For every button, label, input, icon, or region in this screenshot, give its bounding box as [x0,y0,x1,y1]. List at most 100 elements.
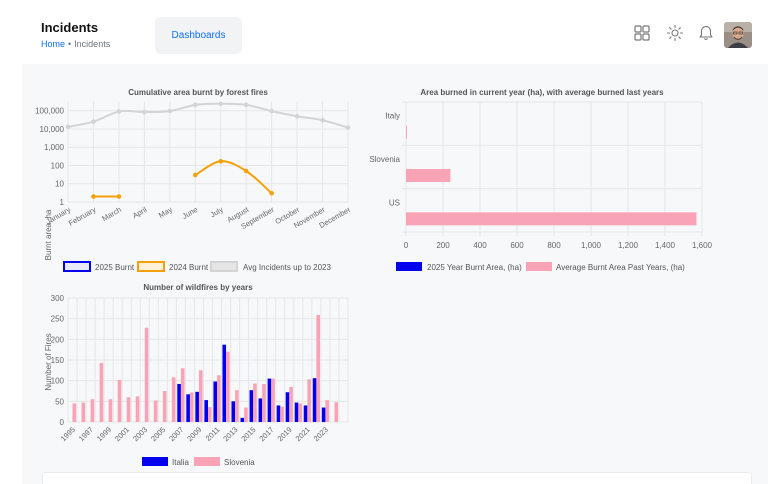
page-title: Incidents [41,20,99,35]
bar [189,392,194,422]
legend-label: Slovenia [224,458,255,467]
bar [99,362,104,422]
bar [180,368,185,422]
bar [162,391,167,422]
bar [171,377,176,422]
bar [222,344,227,422]
x-tick-label: 1,600 [692,241,713,250]
dashboards-button[interactable]: Dashboards [155,17,242,54]
data-point [142,109,147,115]
bar [262,383,266,422]
bar [253,383,257,422]
chart-title: Cumulative area burnt by forest fires [128,88,268,97]
x-tick-label: 600 [510,241,524,250]
legend-item-2025-year-burnt-area[interactable]: 2025 Year Burnt Area, (ha) [396,262,522,272]
y-axis-label: Number of Fires [44,333,53,390]
bar [312,378,317,422]
bar [249,390,254,422]
x-tick-label: 2013 [221,425,239,443]
y-tick-label: 50 [55,397,64,406]
series-line [194,160,273,195]
y-tick-label: 200 [51,335,65,344]
bar [108,399,113,422]
data-point [243,102,249,108]
data-point [218,101,224,107]
x-tick-label: 1,000 [581,241,602,250]
bar [235,390,239,422]
x-tick-label: February [67,205,98,228]
x-tick-label: 2015 [239,425,257,443]
legend-swatch [396,262,422,271]
bar [307,379,311,422]
user-avatar[interactable] [724,22,752,48]
data-point [91,119,96,125]
x-tick-label: 0 [404,241,409,250]
series-lines [65,101,351,199]
y-tick-label: Slovenia [369,155,400,164]
area-burned-current-year-chart: Area burned in current year (ha), with a… [369,88,712,250]
bar [90,399,95,422]
y-tick-label: 250 [51,315,65,324]
bar [81,402,86,422]
grid-icon[interactable] [633,24,651,42]
legend-label: Italia [172,458,189,467]
breadcrumb-current: Incidents [74,39,111,49]
sun-icon[interactable] [666,24,684,42]
bar [153,400,158,422]
bar [217,375,221,422]
legend-swatch [63,261,91,272]
x-tick-label: 800 [547,241,561,250]
x-tick-label: 2007 [167,425,185,443]
x-tick-label: June [181,205,200,221]
legend-item-slovenia[interactable]: Slovenia [194,457,255,467]
legend-label: Average Burnt Area Past Years, (ha) [556,263,685,272]
data-point [269,190,274,196]
bar [244,407,248,422]
legend-item-avg-incidents[interactable]: Avg Incidents up to 2023 [210,261,331,272]
x-tick-label: 1997 [77,425,95,443]
bar [325,400,330,422]
x-tick-label: 200 [436,241,450,250]
x-tick-label: 2019 [276,425,294,443]
legend-item-average-burnt-area[interactable]: Average Burnt Area Past Years, (ha) [526,262,685,272]
bottom-card [42,472,752,484]
bar [276,405,281,422]
bar [231,401,236,422]
legend-label: Avg Incidents up to 2023 [243,263,331,272]
legend-swatch [137,261,165,272]
y-tick-label: 100 [51,161,65,170]
x-tick-label: 400 [473,241,487,250]
y-tick-label: 150 [51,356,65,365]
y-tick-label: 100 [51,377,65,386]
chart-title: Number of wildfires by years [143,283,253,292]
y-tick-label: 10 [55,180,64,189]
series-line [67,102,349,129]
data-point [294,113,300,119]
bell-icon[interactable] [697,24,715,42]
x-tick-label: 1995 [59,425,77,443]
legend-item-italia[interactable]: Italia [142,457,189,467]
x-tick-label: 1,200 [618,241,639,250]
bar [406,212,697,226]
data-point [91,194,96,199]
data-point [116,194,122,199]
breadcrumb: Home • Incidents [41,39,110,49]
legend-item-2025-burnt[interactable]: 2025 Burnt [63,261,135,272]
bar [72,403,77,422]
data-point [269,108,274,114]
bar [303,405,308,422]
x-tick-label: 2023 [312,425,330,443]
x-tick-label: 2017 [257,425,275,443]
data-point [218,158,224,164]
legend-item-2024-burnt[interactable]: 2024 Burnt [137,261,209,272]
legend-label: 2024 Burnt [169,263,209,272]
legend-label: 2025 Burnt [95,263,135,272]
x-tick-label: July [209,205,225,220]
tick-labels: 0 200 400 600 800 1,000 1,200 1,400 1,600 Italy Sl… [369,112,712,250]
bar [117,379,122,422]
bar [226,351,230,422]
bar [186,394,190,422]
data-point [320,117,325,123]
bar [208,407,212,422]
breadcrumb-home-link[interactable]: Home [41,39,66,49]
